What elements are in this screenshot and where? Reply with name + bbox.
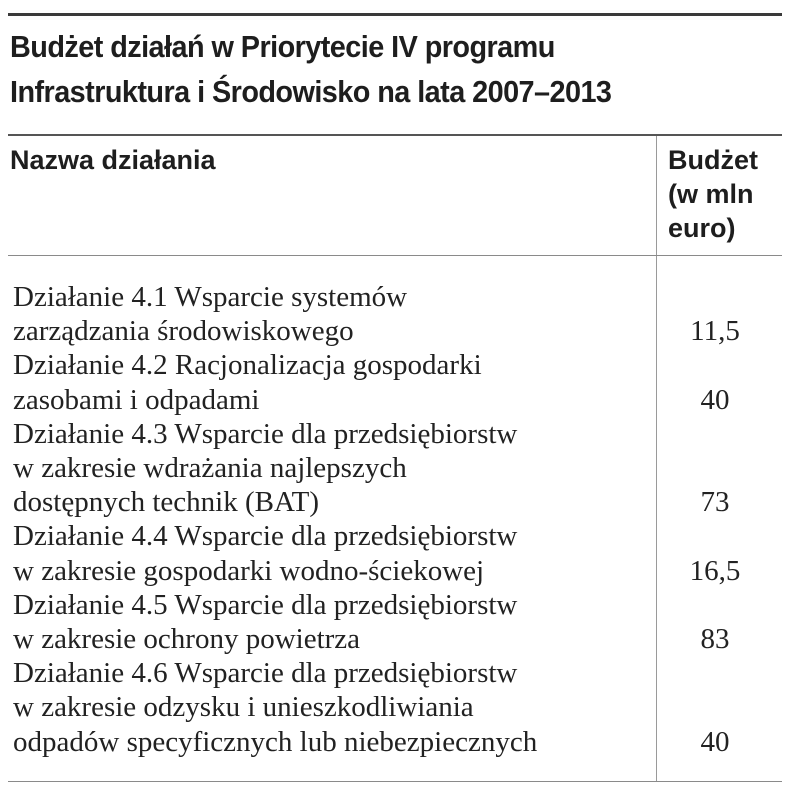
budget-header-line-1: Budżet [668,145,758,175]
table-body: Działanie 4.1 Wsparcie systemów zarządza… [0,280,805,759]
table-row: Działanie 4.3 Wsparcie dla przedsiębiors… [0,417,805,520]
action-name: Działanie 4.6 Wsparcie dla przedsiębiors… [13,656,653,759]
action-name-line: Działanie 4.1 Wsparcie systemów [13,281,408,313]
bottom-rule [8,781,782,782]
table-row: Działanie 4.5 Wsparcie dla przedsiębiors… [0,588,805,656]
budget-value: 40 [700,383,730,416]
table-row: Działanie 4.1 Wsparcie systemów zarządza… [0,280,805,348]
column-header-budget: Budżet (w mln euro) [668,143,788,245]
budget-header-line-3: euro) [668,213,736,243]
action-name-line: Działanie 4.3 Wsparcie dla przedsiębiors… [13,417,518,450]
action-name-line: Działanie 4.6 Wsparcie dla przedsiębiors… [13,657,518,690]
table-row: Działanie 4.6 Wsparcie dla przedsiębiors… [0,656,805,759]
action-name-line: Działanie 4.4 Wsparcie dla przedsiębiors… [13,520,518,553]
action-name: Działanie 4.4 Wsparcie dla przedsiębiors… [13,519,653,587]
top-rule [8,13,782,16]
column-header-name: Nazwa działania [10,145,216,175]
title-line-2: Infrastruktura i Środowisko na lata 2007… [10,74,612,109]
action-name: Działanie 4.5 Wsparcie dla przedsiębiors… [13,588,653,656]
column-separator [656,136,657,781]
action-name-line: zarządzania środowiskowego [13,315,354,348]
table-row: Działanie 4.4 Wsparcie dla przedsiębiors… [0,519,805,587]
action-name: Działanie 4.1 Wsparcie systemów zarządza… [13,280,653,348]
action-name-line: dostępnych technik (BAT) [13,486,320,519]
budget-header-line-2: (w mln [668,179,754,209]
action-name-line: w zakresie wdrażania najlepszych [13,452,407,485]
budget-value: 83 [700,623,730,656]
action-name-line: zasobami i odpadami [13,383,260,416]
action-name-line: w zakresie ochrony powietrza [13,623,361,656]
table-row: Działanie 4.2 Racjonalizacja gospodarki … [0,348,805,416]
action-name: Działanie 4.2 Racjonalizacja gospodarki … [13,348,653,416]
action-name-line: w zakresie gospodarki wodno-ściekowej [13,554,485,587]
budget-value: 73 [700,486,730,519]
action-name-line: w zakresie odzysku i unieszkodliwiania [13,691,474,724]
action-name-line: odpadów specyficznych lub niebezpiecznyc… [13,725,538,758]
header-rule [8,134,782,136]
action-name-line: Działanie 4.2 Racjonalizacja gospodarki [13,349,482,382]
action-name-line: Działanie 4.5 Wsparcie dla przedsiębiors… [13,588,518,621]
budget-value: 40 [700,725,730,758]
action-name: Działanie 4.3 Wsparcie dla przedsiębiors… [13,417,653,520]
budget-value: 16,5 [689,554,741,587]
page-title: Budżet działań w Priorytecie IV programu… [10,24,731,114]
budget-value: 11,5 [690,315,740,348]
title-line-1: Budżet działań w Priorytecie IV programu [10,29,555,64]
subheader-rule [8,255,782,256]
